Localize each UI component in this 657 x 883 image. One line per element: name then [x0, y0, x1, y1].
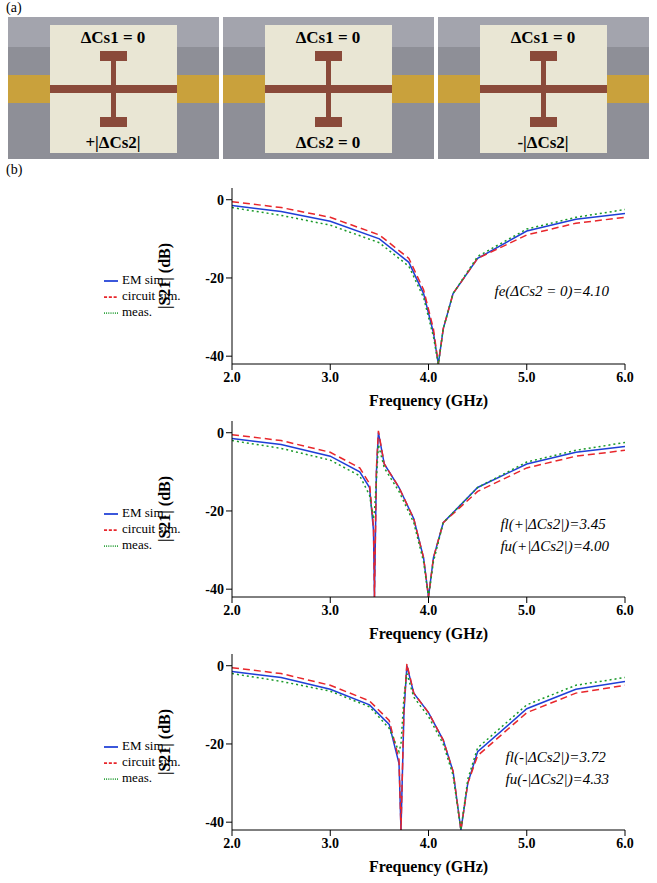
svg-text:-40: -40	[205, 582, 224, 597]
svg-text:3.0: 3.0	[322, 370, 340, 385]
svg-text:-40: -40	[205, 815, 224, 830]
svg-text:ΔCs1 = 0: ΔCs1 = 0	[296, 28, 361, 47]
svg-text:6.0: 6.0	[616, 370, 634, 385]
svg-text:2.0: 2.0	[223, 603, 241, 618]
svg-text:-40: -40	[205, 349, 224, 364]
svg-text:-20: -20	[205, 271, 224, 286]
svg-text:Frequency (GHz): Frequency (GHz)	[369, 858, 488, 876]
svg-text:2.0: 2.0	[223, 370, 241, 385]
svg-text:2.0: 2.0	[223, 836, 241, 851]
svg-text:ΔCs1 = 0: ΔCs1 = 0	[511, 28, 576, 47]
svg-text:Frequency (GHz): Frequency (GHz)	[369, 625, 488, 643]
svg-text:|S21| (dB): |S21| (dB)	[156, 709, 174, 775]
svg-text:5.0: 5.0	[518, 370, 536, 385]
svg-text:-20: -20	[205, 737, 224, 752]
svg-text:ΔCs1 = 0: ΔCs1 = 0	[81, 28, 146, 47]
svg-text:5.0: 5.0	[518, 836, 536, 851]
svg-text:|S21| (dB): |S21| (dB)	[156, 476, 174, 542]
svg-text:0: 0	[217, 659, 224, 674]
svg-text:|S21| (dB): |S21| (dB)	[156, 243, 174, 309]
svg-text:-|ΔCs2|: -|ΔCs2|	[517, 133, 568, 152]
svg-text:4.0: 4.0	[420, 603, 438, 618]
svg-text:0: 0	[217, 426, 224, 441]
svg-text:6.0: 6.0	[616, 836, 634, 851]
svg-text:4.0: 4.0	[420, 370, 438, 385]
svg-text:0: 0	[217, 193, 224, 208]
svg-text:6.0: 6.0	[616, 603, 634, 618]
svg-text:3.0: 3.0	[322, 836, 340, 851]
svg-text:Frequency (GHz): Frequency (GHz)	[369, 392, 488, 410]
svg-text:-20: -20	[205, 504, 224, 519]
svg-text:5.0: 5.0	[518, 603, 536, 618]
svg-text:4.0: 4.0	[420, 836, 438, 851]
svg-text:+|ΔCs2|: +|ΔCs2|	[85, 133, 140, 152]
svg-text:3.0: 3.0	[322, 603, 340, 618]
svg-text:ΔCs2 = 0: ΔCs2 = 0	[296, 133, 361, 152]
